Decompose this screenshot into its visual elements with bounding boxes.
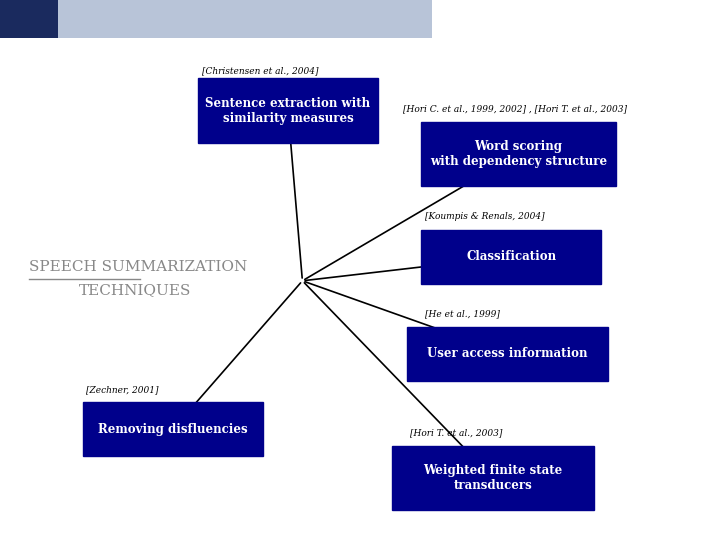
Text: [Zechner, 2001]: [Zechner, 2001] [86,385,159,394]
Text: Removing disfluencies: Removing disfluencies [98,423,248,436]
FancyBboxPatch shape [83,402,263,456]
Text: [Koumpis & Renals, 2004]: [Koumpis & Renals, 2004] [425,212,544,221]
Text: Weighted finite state
transducers: Weighted finite state transducers [423,464,563,492]
Text: Word scoring
with dependency structure: Word scoring with dependency structure [430,140,607,168]
Text: SPEECH SUMMARIZATION: SPEECH SUMMARIZATION [29,260,247,274]
FancyBboxPatch shape [392,446,594,510]
Text: TECHNIQUES: TECHNIQUES [79,284,192,298]
Text: [He et al., 1999]: [He et al., 1999] [425,309,500,319]
FancyBboxPatch shape [407,327,608,381]
FancyBboxPatch shape [421,230,601,284]
FancyBboxPatch shape [421,122,616,186]
FancyBboxPatch shape [0,0,432,38]
Text: [Hori C. et al., 1999, 2002] , [Hori T. et al., 2003]: [Hori C. et al., 1999, 2002] , [Hori T. … [403,104,627,113]
Text: [Hori T. et al., 2003]: [Hori T. et al., 2003] [410,428,503,437]
FancyBboxPatch shape [198,78,378,143]
Text: [Christensen et al., 2004]: [Christensen et al., 2004] [202,66,318,76]
Text: User access information: User access information [428,347,588,360]
FancyBboxPatch shape [0,0,58,38]
Text: Classification: Classification [466,250,557,263]
Text: Sentence extraction with
similarity measures: Sentence extraction with similarity meas… [205,97,371,125]
